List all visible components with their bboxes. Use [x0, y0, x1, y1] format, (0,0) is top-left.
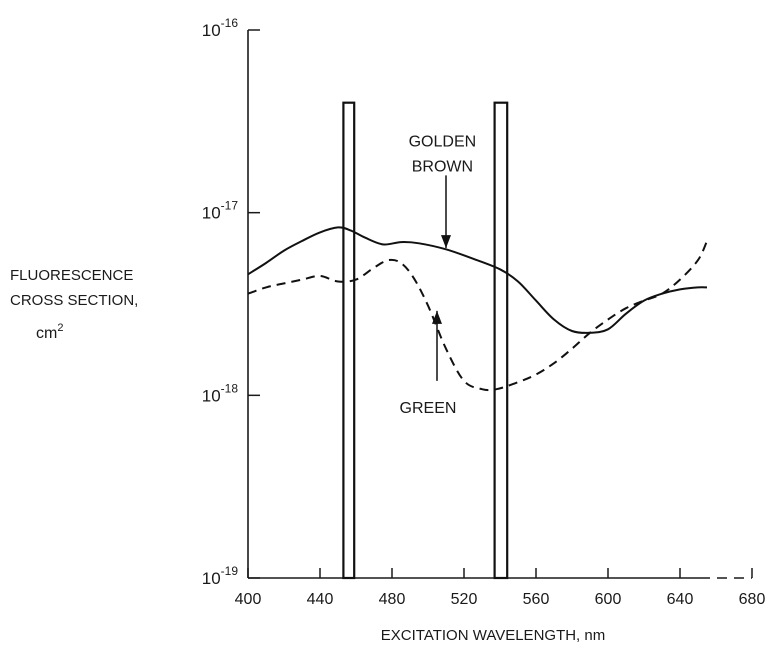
- x-tick-label: 400: [235, 591, 262, 608]
- x-tick-label: 480: [379, 591, 406, 608]
- x-tick-label: 560: [523, 591, 550, 608]
- y-tick-label-exponent: -19: [221, 564, 239, 578]
- x-tick-label: 520: [451, 591, 478, 608]
- x-tick-label: 600: [595, 591, 622, 608]
- series-annotation-label: BROWN: [412, 159, 473, 176]
- excitation-bands: [342, 101, 509, 580]
- annotations: GOLDEN BROWN GREEN: [400, 134, 477, 417]
- arrowhead-icon: [432, 310, 442, 324]
- y-tick-label-base: 10: [202, 386, 221, 405]
- x-axis-label: EXCITATION WAVELENGTH, nm: [381, 627, 605, 644]
- y-tick-label-base: 10: [202, 569, 221, 588]
- series-line-green: [247, 240, 708, 392]
- series-annotation-label: GREEN: [400, 400, 457, 417]
- series-line-golden-brown: [247, 226, 708, 334]
- series-annotation-label: GOLDEN: [409, 134, 477, 151]
- y-axis-unit: cm: [36, 325, 57, 342]
- y-tick-label-base: 10: [202, 21, 221, 40]
- x-tick-label: 680: [739, 591, 766, 608]
- y-tick-label-exponent: -16: [221, 16, 239, 30]
- excitation-band-bar: [342, 101, 356, 580]
- y-tick-label: 10-18: [202, 381, 239, 405]
- excitation-band-bar: [493, 101, 509, 580]
- data-series: [247, 226, 708, 392]
- y-tick-label: 10-16: [202, 16, 239, 40]
- arrowhead-icon: [441, 235, 451, 249]
- x-tick-label: 440: [307, 591, 334, 608]
- y-tick-label: 10-19: [202, 564, 239, 588]
- y-tick-label-base: 10: [202, 204, 221, 223]
- x-tick-label: 640: [667, 591, 694, 608]
- y-tick-label: 10-17: [202, 199, 239, 223]
- y-axis-unit-exponent: 2: [57, 322, 63, 334]
- y-axis-label-line-1: FLUORESCENCE: [10, 267, 133, 284]
- y-axis-label-line-3: cm2: [36, 322, 63, 342]
- y-tick-label-exponent: -17: [221, 199, 239, 213]
- y-tick-label-exponent: -18: [221, 381, 239, 395]
- axis-labels: FLUORESCENCE CROSS SECTION, cm2 EXCITATI…: [10, 267, 605, 644]
- y-axis-label-line-2: CROSS SECTION,: [10, 292, 138, 309]
